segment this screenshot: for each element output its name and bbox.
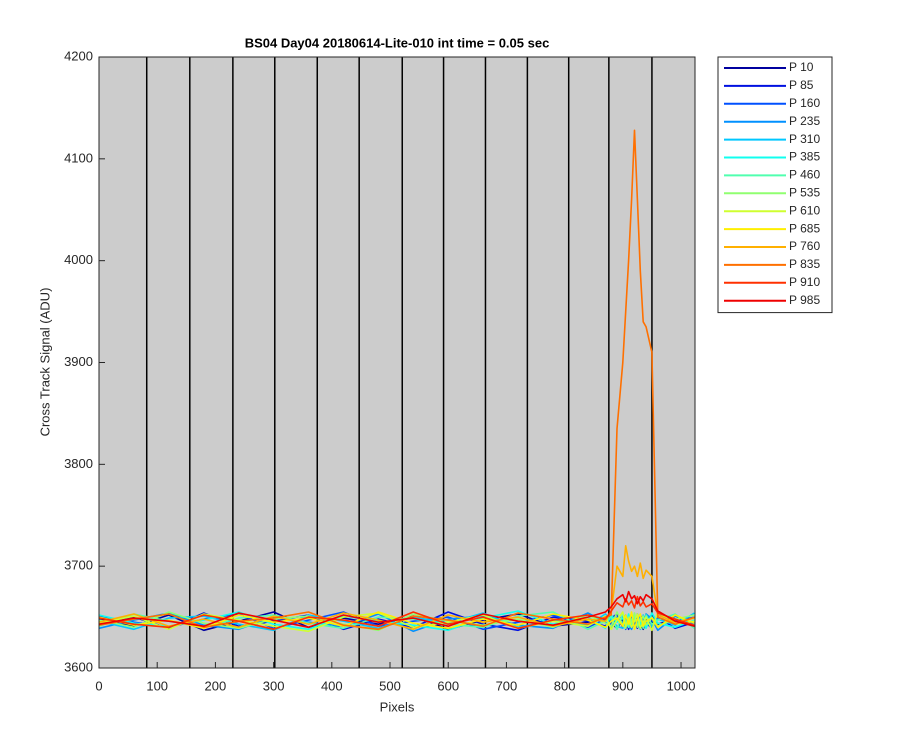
- legend-label: P 835: [789, 257, 820, 271]
- y-tick-label: 3900: [64, 354, 93, 369]
- legend-label: P 760: [789, 239, 820, 253]
- legend-label: P 310: [789, 132, 820, 146]
- y-tick-label: 3700: [64, 558, 93, 573]
- x-tick-label: 300: [263, 678, 285, 693]
- legend-label: P 985: [789, 293, 820, 307]
- y-tick-label: 3600: [64, 659, 93, 674]
- legend-label: P 235: [789, 114, 820, 128]
- series-line: [98, 590, 695, 629]
- legend-label: P 460: [789, 168, 820, 182]
- y-tick-label: 3800: [64, 456, 93, 471]
- series-line: [98, 595, 695, 631]
- plot-background: [99, 57, 695, 668]
- x-tick-label: 800: [554, 678, 576, 693]
- legend-label: P 85: [789, 78, 814, 92]
- y-axis-label: Cross Track Signal (ADU): [37, 288, 52, 437]
- series-line: [98, 611, 695, 633]
- x-tick-label: 900: [612, 678, 634, 693]
- legend-box: [717, 56, 833, 314]
- x-tick-label: 1000: [667, 678, 696, 693]
- x-tick-label: 400: [321, 678, 343, 693]
- legend-label: P 535: [789, 185, 820, 199]
- legend-label: P 160: [789, 96, 820, 110]
- series-line: [98, 129, 695, 631]
- chart-title: BS04 Day04 20180614-Lite-010 int time = …: [245, 35, 550, 50]
- legend-label: P 910: [789, 275, 820, 289]
- series-line: [98, 612, 695, 632]
- x-tick-label: 500: [379, 678, 401, 693]
- legend-label: P 10: [789, 60, 814, 74]
- series-line: [98, 611, 695, 631]
- y-tick-label: 4000: [64, 252, 93, 267]
- series-line: [98, 545, 695, 631]
- series-line: [98, 611, 695, 632]
- legend-label: P 610: [789, 203, 820, 217]
- legend-label: P 385: [789, 150, 820, 164]
- x-tick-label: 0: [95, 678, 102, 693]
- x-tick-label: 100: [146, 678, 168, 693]
- x-tick-label: 700: [496, 678, 518, 693]
- y-tick-label: 4200: [64, 48, 93, 63]
- x-axis-label: Pixels: [380, 699, 415, 714]
- legend-label: P 685: [789, 221, 820, 235]
- x-tick-label: 600: [437, 678, 459, 693]
- x-tick-label: 200: [205, 678, 227, 693]
- y-tick-label: 4100: [64, 150, 93, 165]
